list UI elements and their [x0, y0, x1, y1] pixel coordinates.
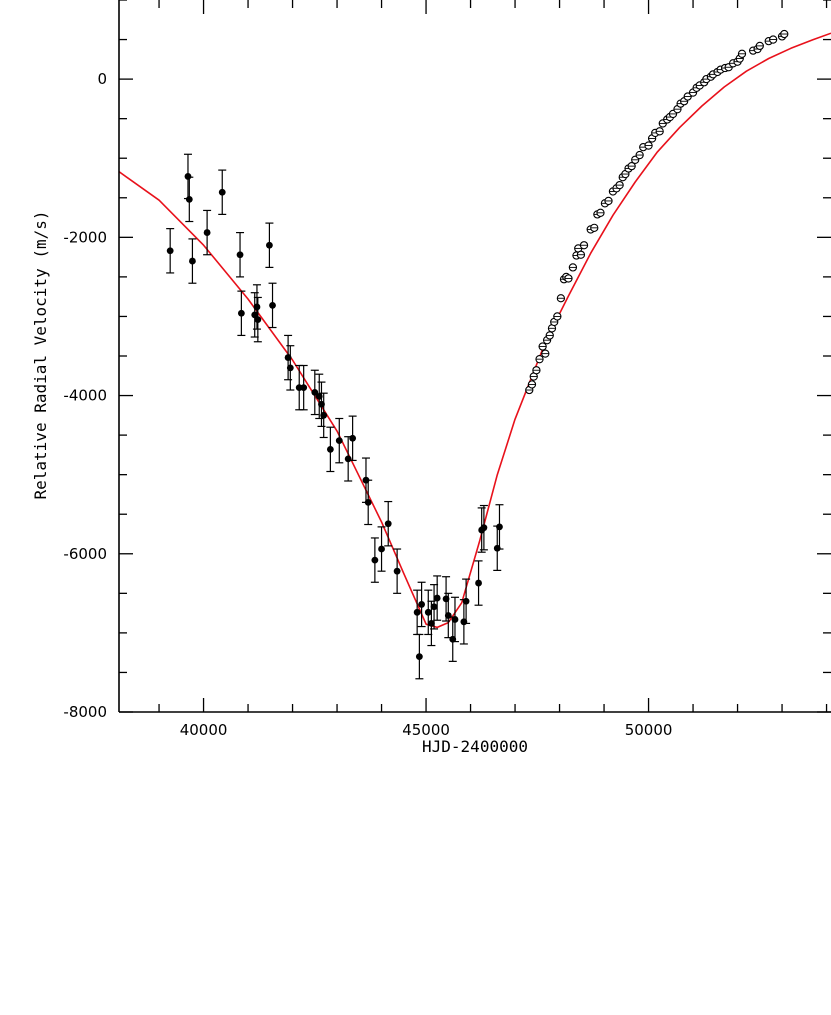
data-point-filled	[493, 544, 501, 552]
data-point-filled	[444, 612, 452, 619]
x-tick-label: 40000	[180, 721, 228, 739]
data-point-filled	[254, 316, 262, 324]
data-point-filled	[415, 653, 423, 661]
data-point-filled	[236, 251, 244, 259]
data-point-filled	[430, 603, 438, 611]
data-point-filled	[189, 257, 196, 265]
data-point-filled	[218, 188, 226, 196]
data-point-filled	[384, 520, 392, 528]
data-point-filled	[320, 411, 328, 419]
data-point-filled	[496, 523, 503, 531]
data-point-filled	[300, 384, 308, 392]
data-point-filled	[335, 437, 343, 445]
data-point-filled	[185, 195, 193, 203]
y-tick-label: -8000	[63, 703, 107, 721]
data-point-filled	[449, 635, 457, 643]
fit-curve-layer	[119, 32, 831, 629]
x-tick-label: 50000	[625, 721, 673, 739]
data-point-filled	[315, 392, 323, 400]
data-point-filled	[203, 229, 211, 236]
points-layer	[166, 29, 789, 661]
data-point-filled	[393, 567, 401, 575]
data-point-filled	[326, 445, 334, 453]
data-point-filled	[349, 434, 357, 442]
data-point-filled	[480, 524, 488, 532]
data-point-filled	[378, 545, 385, 553]
data-point-filled	[418, 601, 425, 608]
y-tick-label: -4000	[63, 387, 107, 405]
data-point-filled	[462, 597, 470, 605]
data-point-filled	[166, 247, 174, 255]
ticks	[119, 0, 831, 713]
x-axis-title: HJD-2400000	[422, 737, 528, 756]
fit-curve-line	[119, 32, 831, 629]
data-point-filled	[253, 303, 261, 311]
y-axis-title: Relative Radial Velocity (m/s)	[31, 211, 50, 500]
data-point-filled	[475, 579, 482, 587]
data-point-filled	[237, 309, 245, 317]
data-point-filled	[266, 241, 273, 249]
tick-labels: 40000 45000 50000 0 -2000 -4000 -6000 -8000	[63, 70, 672, 739]
data-point-filled	[460, 618, 468, 626]
data-point-filled	[269, 301, 276, 309]
data-point-filled	[318, 400, 325, 408]
data-point-filled	[442, 595, 450, 603]
data-point-filled	[344, 455, 352, 463]
data-point-filled	[362, 476, 370, 484]
data-point-filled	[286, 364, 294, 372]
data-point-filled	[451, 616, 459, 623]
data-point-filled	[284, 354, 292, 361]
data-point-filled	[413, 608, 421, 616]
y-tick-label: -2000	[63, 228, 107, 246]
data-point-filled	[184, 173, 192, 180]
y-tick-label: 0	[97, 70, 107, 88]
data-point-filled	[433, 594, 441, 602]
data-point-filled	[364, 498, 372, 506]
data-point-filled	[371, 556, 379, 564]
data-point-filled	[424, 608, 432, 616]
data-point-filled	[427, 619, 435, 627]
data-point-filled	[311, 388, 319, 396]
errorbar-layer	[166, 153, 504, 680]
x-tick-label: 45000	[402, 721, 450, 739]
y-tick-label: -6000	[63, 545, 107, 563]
plot-area	[119, 29, 831, 680]
